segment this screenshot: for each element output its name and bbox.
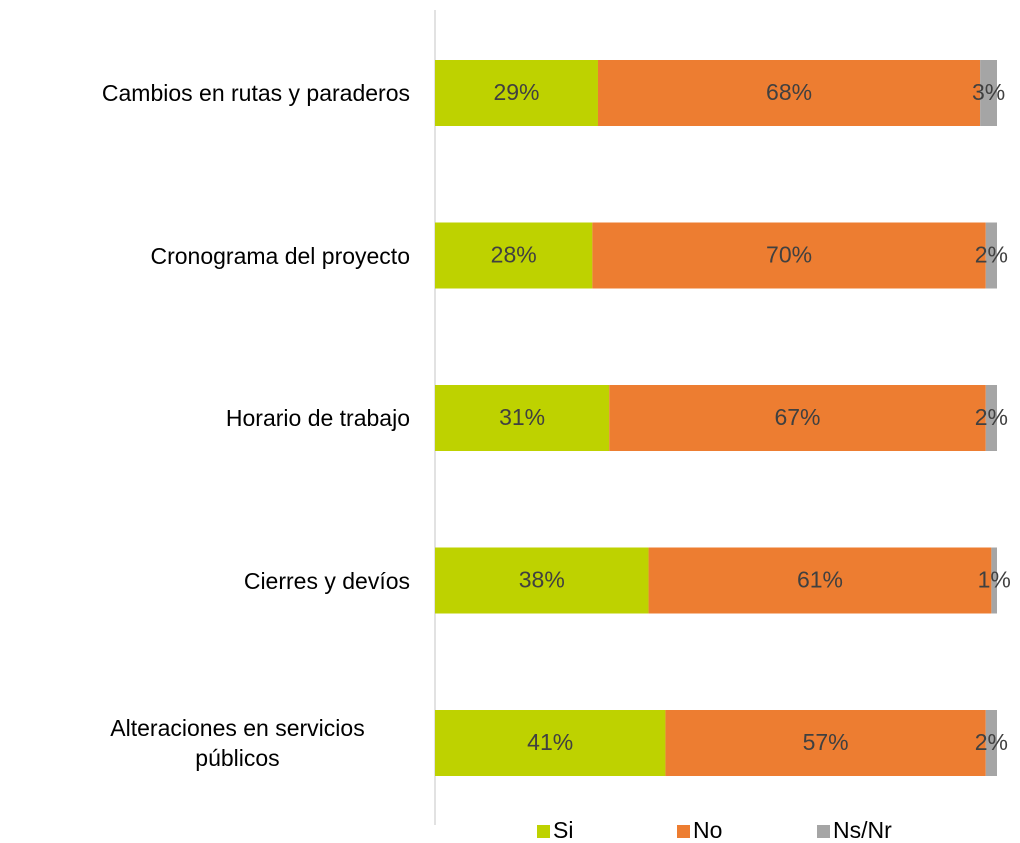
- bar-segment: [648, 547, 992, 614]
- legend-swatch: [817, 825, 830, 838]
- value-label: 68%: [766, 79, 812, 105]
- legend-label: Si: [553, 817, 573, 843]
- bar-segment: [435, 547, 649, 614]
- value-label: 38%: [519, 567, 565, 593]
- bar-segment: [665, 710, 986, 776]
- bar-segment: [980, 60, 997, 126]
- value-label: 41%: [527, 729, 573, 755]
- bar-segment: [435, 710, 666, 776]
- value-label: 2%: [975, 404, 1008, 430]
- category-label: Alteraciones en servicios públicos: [110, 715, 365, 771]
- bar-segment: [435, 60, 598, 126]
- bar-segment: [592, 222, 986, 289]
- category-label: Cierres y devíos: [243, 567, 410, 594]
- value-label: 31%: [499, 404, 545, 430]
- value-label: 67%: [774, 404, 820, 430]
- value-label: 2%: [975, 729, 1008, 755]
- bar-segment: [985, 222, 997, 289]
- value-label: 3%: [972, 79, 1005, 105]
- bar-segment: [609, 385, 986, 451]
- bar-segment: [435, 385, 610, 451]
- bar-segment: [597, 60, 981, 126]
- value-label: 1%: [978, 567, 1011, 593]
- value-label: 29%: [493, 79, 539, 105]
- legend-swatch: [537, 825, 550, 838]
- legend-label: Ns/Nr: [833, 817, 892, 843]
- category-label: Cambios en rutas y paraderos: [101, 80, 410, 106]
- value-label: 61%: [797, 567, 843, 593]
- bar-segment: [991, 547, 997, 614]
- category-label: Cronograma del proyecto: [150, 242, 410, 269]
- legend-swatch: [677, 825, 690, 838]
- value-label: 28%: [491, 242, 537, 268]
- category-label: Horario de trabajo: [225, 405, 410, 431]
- value-label: 70%: [766, 242, 812, 268]
- bar-segment: [985, 710, 997, 776]
- legend-label: No: [693, 817, 722, 843]
- value-label: 2%: [975, 242, 1008, 268]
- value-label: 57%: [803, 729, 849, 755]
- bar-segment: [985, 385, 997, 451]
- bar-segment: [435, 222, 593, 289]
